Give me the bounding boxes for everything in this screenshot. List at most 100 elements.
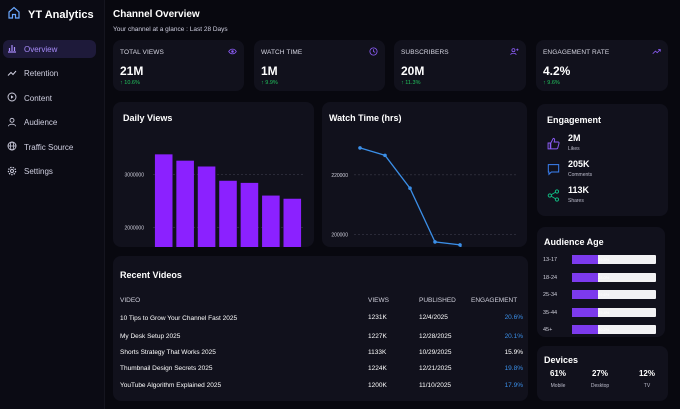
sidebar-item-content[interactable]: Content [3,89,96,107]
table-row[interactable]: 10 Tips to Grow Your Channel Fast 2025 12… [120,306,531,328]
engagement-shares: 113K Shares [547,185,589,204]
age-row: 35-44 29.4% [543,307,661,318]
y-tick-label: 200000 [331,232,348,238]
video-views: 1224K [368,365,387,373]
gear-icon [7,166,17,178]
data-point[interactable] [408,186,412,190]
video-title: My Desk Setup 2025 [120,332,181,340]
daily-views-card: Daily Views 0100000020000003000000ThuWed… [113,102,314,247]
engagement-likes: 2M Likes [547,133,581,152]
stat-change: ↑ 9.6% [543,80,560,86]
y-tick-label: 3000000 [125,172,145,178]
column-header-views[interactable]: VIEWS [368,296,389,304]
sidebar-item-overview[interactable]: Overview [3,40,96,58]
page-title: Channel Overview [113,9,200,20]
users-icon [510,48,519,56]
trend-line-icon [7,68,17,80]
video-title: Shorts Strategy That Works 2025 [120,348,216,356]
table-row[interactable]: My Desk Setup 2025 1227K 12/28/2025 20.1% [120,328,531,344]
bar[interactable] [240,182,259,247]
video-engagement: 19.8% [504,365,523,373]
card-title: Devices [544,355,579,365]
age-bar-fill: 29.6% [572,290,609,299]
engagement-label: Comments [568,172,593,178]
user-icon [7,117,17,129]
video-published: 12/21/2025 [419,365,452,373]
watch-time-chart: 180000200000220000ThuWedFriSatTueMonSun [331,146,516,247]
app-title: YT Analytics [28,9,94,21]
sidebar-item-label: Settings [24,167,53,176]
engagement-value: 113K [568,185,590,195]
device-value: 61% [549,369,566,378]
page-subtitle: Your channel at a glance : Last 28 Days [113,26,228,33]
bar-chart-icon [7,43,17,55]
table-row[interactable]: YouTube Algorithm Explained 2025 1200K 11/… [120,377,531,393]
sidebar-item-audience[interactable]: Audience [3,114,96,132]
sidebar-item-traffic-source[interactable]: Traffic Source [3,138,96,156]
column-header-engagement[interactable]: ENGAGEMENT [471,296,518,304]
bar[interactable] [283,198,302,247]
stat-card-total-views: TOTAL VIEWS 21M ↑ 10.6% [113,40,244,91]
recent-videos-table: VIDEO VIEWS PUBLISHED ENGAGEMENT 10 Tips… [120,294,531,393]
age-bar-track: 28.0% [572,272,656,282]
age-label: 45+ [543,327,553,333]
age-bar-fill: 28.0% [572,272,609,282]
data-point[interactable] [358,146,362,150]
table-row[interactable]: Shorts Strategy That Works 2025 1133K 10/2… [120,344,531,360]
bar[interactable] [176,160,194,247]
video-engagement: 15.9% [504,348,523,356]
share-icon [547,189,560,202]
thumbs-up-icon [547,137,560,150]
daily-views-chart: 0100000020000003000000ThuWedFriSatTueMon… [125,154,303,248]
video-views: 1227K [368,332,387,340]
trend-up-icon [652,49,661,55]
video-title: Thumbnail Design Secrets 2025 [120,365,213,373]
data-point[interactable] [458,243,462,247]
stat-value: 1M [261,64,278,78]
age-label: 18-24 [543,274,558,281]
table-header-row: VIDEO VIEWS PUBLISHED ENGAGEMENT [120,294,531,306]
sidebar-item-retention[interactable]: Retention [3,65,96,83]
comment-icon [547,164,560,176]
data-point[interactable] [433,240,437,244]
bar[interactable] [197,166,216,248]
column-header-video[interactable]: VIDEO [120,296,141,304]
video-engagement: 20.1% [504,332,523,340]
engagement-value: 2M [568,133,581,143]
home-icon [8,6,20,24]
sidebar: YT Analytics Overview Retention Content … [0,0,105,409]
sidebar-item-settings[interactable]: Settings [3,163,96,181]
engagement-card: Engagement 2M Likes 205K Comments 113K S… [537,104,668,216]
video-title: YouTube Algorithm Explained 2025 [120,381,222,389]
stat-label: SUBSCRIBERS [401,49,449,56]
device-label: Desktop [590,383,610,389]
column-header-published[interactable]: PUBLISHED [419,296,456,304]
stat-value: 4.2% [543,64,571,78]
engagement-comments: 205K Comments [547,159,592,178]
globe-icon [7,141,17,153]
age-label: 13-17 [543,257,558,263]
eye-icon [228,48,237,55]
bar[interactable] [154,154,173,247]
sidebar-item-label: Retention [24,69,59,78]
table-row[interactable]: Thumbnail Design Secrets 2025 1224K 12/21/… [120,361,531,377]
video-views: 1231K [368,313,387,321]
card-title: Audience Age [544,237,604,247]
age-bar-fill: 29.5% [572,255,609,264]
age-bar-fill: 29.4% [572,307,609,317]
data-point[interactable] [383,153,387,158]
video-views: 1133K [368,348,387,356]
engagement-label: Likes [568,146,580,152]
y-tick-label: 2000000 [125,225,145,231]
bar[interactable] [219,180,237,247]
stat-value: 21M [120,64,144,78]
brand[interactable]: YT Analytics [8,6,94,24]
stat-label: TOTAL VIEWS [120,49,164,56]
video-published: 12/4/2025 [419,313,448,321]
device-value: 27% [591,369,608,378]
engagement-value: 205K [568,159,590,169]
card-title: Recent Videos [120,270,182,280]
engagement-label: Shares [568,198,584,204]
age-bar-track: 29.6% [572,290,656,299]
bar[interactable] [262,195,280,247]
